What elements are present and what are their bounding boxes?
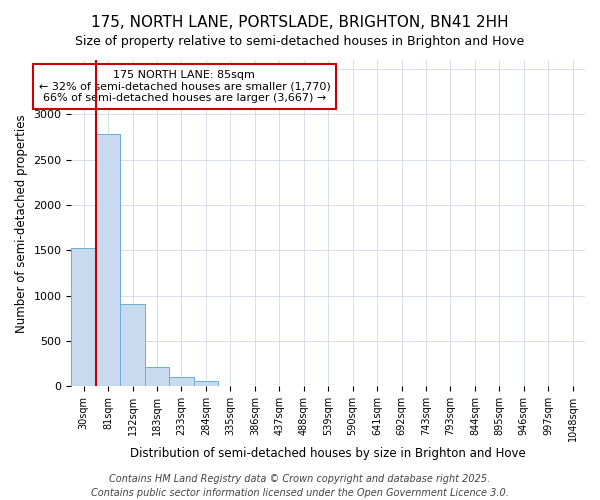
Bar — [96, 134, 121, 386]
Bar — [145, 367, 169, 386]
Bar — [169, 377, 194, 386]
Text: Size of property relative to semi-detached houses in Brighton and Hove: Size of property relative to semi-detach… — [76, 35, 524, 48]
Text: 175 NORTH LANE: 85sqm
← 32% of semi-detached houses are smaller (1,770)
66% of s: 175 NORTH LANE: 85sqm ← 32% of semi-deta… — [38, 70, 330, 103]
Text: Contains HM Land Registry data © Crown copyright and database right 2025.
Contai: Contains HM Land Registry data © Crown c… — [91, 474, 509, 498]
Text: 175, NORTH LANE, PORTSLADE, BRIGHTON, BN41 2HH: 175, NORTH LANE, PORTSLADE, BRIGHTON, BN… — [91, 15, 509, 30]
Bar — [71, 248, 96, 386]
Bar — [194, 382, 218, 386]
Bar — [121, 304, 145, 386]
X-axis label: Distribution of semi-detached houses by size in Brighton and Hove: Distribution of semi-detached houses by … — [130, 447, 526, 460]
Y-axis label: Number of semi-detached properties: Number of semi-detached properties — [15, 114, 28, 332]
